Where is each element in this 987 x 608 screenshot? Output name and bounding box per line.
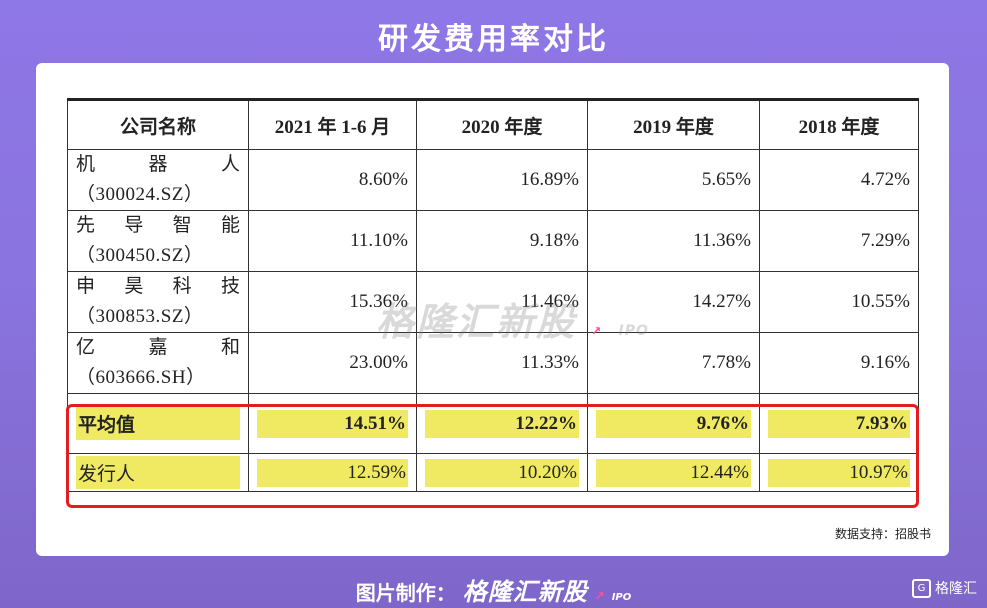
issuer-cell: 12.44% [587, 453, 760, 492]
header-2021h1: 2021 年 1-6 月 [248, 98, 417, 150]
data-source: 数据支持：招股书 [834, 527, 931, 541]
footer-brand: 格隆汇新股 [462, 578, 588, 606]
company-name: 亿嘉和 [76, 337, 240, 358]
footer-prefix: 图片制作： [355, 581, 456, 605]
company-cell: 机器人 （300024.SZ） [67, 149, 249, 211]
table-card: 公司名称 2021 年 1-6 月 2020 年度 2019 年度 2018 年… [36, 63, 949, 556]
value-cell: 4.72% [759, 149, 919, 211]
table-row: 亿嘉和 （603666.SH） 23.00% 11.33% 7.78% 9.16… [67, 332, 919, 394]
company-code: （603666.SH） [76, 367, 206, 388]
average-label: 平均值 [76, 407, 240, 440]
table-row: 先导智能 （300450.SZ） 11.10% 9.18% 11.36% 7.2… [67, 210, 919, 272]
footer-ipo: IPO [611, 592, 632, 603]
header-2019: 2019 年度 [587, 98, 760, 150]
table-header-row: 公司名称 2021 年 1-6 月 2020 年度 2019 年度 2018 年… [67, 98, 919, 150]
value-cell: 5.65% [587, 149, 760, 211]
footer-credit: 图片制作： 格隆汇新股 ↗ IPO [0, 572, 987, 607]
average-value: 9.76% [596, 409, 751, 438]
table-row: 机器人 （300024.SZ） 8.60% 16.89% 5.65% 4.72% [67, 149, 919, 211]
value-cell: 15.36% [248, 271, 417, 333]
company-code: （300024.SZ） [76, 184, 204, 205]
value-cell: 8.60% [248, 149, 417, 211]
average-label-cell: 平均值 [67, 393, 249, 454]
header-2020: 2020 年度 [416, 98, 588, 150]
value-cell: 16.89% [416, 149, 588, 211]
issuer-label: 发行人 [76, 456, 240, 489]
company-code: （300853.SZ） [76, 306, 204, 327]
logo-text: 格隆汇 [935, 581, 977, 597]
average-cell: 12.22% [416, 393, 588, 454]
issuer-cell: 10.20% [416, 453, 588, 492]
issuer-value: 10.20% [425, 458, 579, 487]
value-cell: 11.46% [416, 271, 588, 333]
page-title: 研发费用率对比 [378, 22, 609, 57]
issuer-label-cell: 发行人 [67, 453, 249, 492]
issuer-cell: 12.59% [248, 453, 417, 492]
company-code: （300450.SZ） [76, 245, 204, 266]
value-cell: 11.33% [416, 332, 588, 394]
average-value: 7.93% [768, 409, 910, 438]
company-name: 机器人 [76, 154, 240, 175]
value-cell: 9.18% [416, 210, 588, 272]
value-cell: 11.10% [248, 210, 417, 272]
rd-expense-table: 公司名称 2021 年 1-6 月 2020 年度 2019 年度 2018 年… [67, 98, 919, 492]
company-cell: 申昊科技 （300853.SZ） [67, 271, 249, 333]
company-name: 申昊科技 [76, 276, 240, 297]
issuer-cell: 10.97% [759, 453, 919, 492]
company-cell: 亿嘉和 （603666.SH） [67, 332, 249, 394]
company-cell: 先导智能 （300450.SZ） [67, 210, 249, 272]
average-row: 平均值 14.51% 12.22% 9.76% 7.93% [67, 393, 919, 454]
value-cell: 11.36% [587, 210, 760, 272]
average-cell: 7.93% [759, 393, 919, 454]
value-cell: 23.00% [248, 332, 417, 394]
company-name: 先导智能 [76, 215, 240, 236]
issuer-value: 12.44% [596, 458, 751, 487]
average-cell: 9.76% [587, 393, 760, 454]
issuer-value: 10.97% [768, 458, 910, 487]
header-2018: 2018 年度 [759, 98, 919, 150]
issuer-row: 发行人 12.59% 10.20% 12.44% 10.97% [67, 453, 919, 492]
table-row: 申昊科技 （300853.SZ） 15.36% 11.46% 14.27% 10… [67, 271, 919, 333]
trend-arrow-icon: ↗ [594, 589, 605, 603]
average-value: 12.22% [425, 409, 579, 438]
value-cell: 10.55% [759, 271, 919, 333]
value-cell: 7.29% [759, 210, 919, 272]
value-cell: 7.78% [587, 332, 760, 394]
value-cell: 9.16% [759, 332, 919, 394]
value-cell: 14.27% [587, 271, 760, 333]
average-cell: 14.51% [248, 393, 417, 454]
average-value: 14.51% [257, 409, 408, 438]
logo-g-icon: G [912, 578, 931, 598]
issuer-value: 12.59% [257, 458, 408, 487]
brand-logo: G 格隆汇 [912, 578, 977, 598]
header-company: 公司名称 [67, 98, 249, 150]
